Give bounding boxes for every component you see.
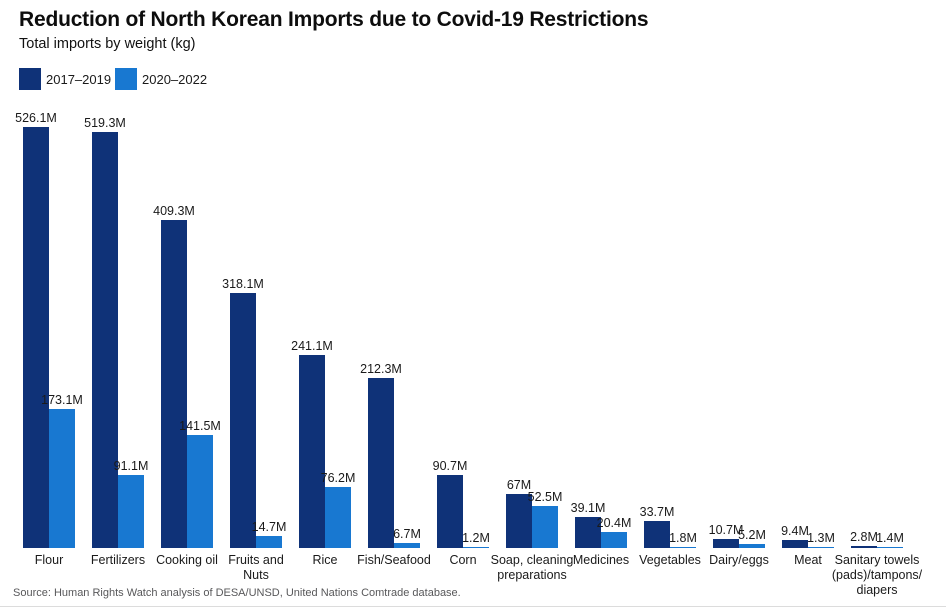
bar-2017-2019 <box>644 521 670 548</box>
bar-2017-2019 <box>575 517 601 548</box>
bar-2020-2022 <box>118 475 144 548</box>
bar-2020-2022 <box>601 532 627 548</box>
legend-item-2017-2019: 2017–2019 <box>19 68 111 90</box>
value-label-2020-2022: 1.3M <box>807 531 835 545</box>
legend-swatch-2020-2022 <box>115 68 137 90</box>
bar-2020-2022 <box>49 409 75 548</box>
value-label-2017-2019: 9.4M <box>781 524 809 538</box>
bar-2020-2022 <box>187 435 213 548</box>
value-label-2017-2019: 318.1M <box>222 277 264 291</box>
category-label: Fish/Seafood <box>357 553 431 567</box>
bar-2020-2022 <box>670 547 696 548</box>
value-label-2017-2019: 409.3M <box>153 204 195 218</box>
bottom-divider <box>0 606 946 607</box>
value-label-2020-2022: 141.5M <box>179 419 221 433</box>
category-label: Flour <box>34 553 64 567</box>
category-label: Cooking oil <box>156 553 218 567</box>
bar-2020-2022 <box>325 487 351 548</box>
bar-2017-2019 <box>782 540 808 548</box>
bar-2020-2022 <box>877 547 903 548</box>
bar-2017-2019 <box>437 475 463 548</box>
category-label: Fruits and Nuts <box>228 553 284 582</box>
value-label-2017-2019: 39.1M <box>570 501 606 515</box>
value-label-2017-2019: 33.7M <box>639 505 675 519</box>
value-label-2017-2019: 2.8M <box>850 530 878 544</box>
value-label-2017-2019: 90.7M <box>432 459 468 473</box>
legend-label-2017-2019: 2017–2019 <box>46 71 112 87</box>
bar-2017-2019 <box>506 494 532 548</box>
value-label-2017-2019: 241.1M <box>291 339 333 353</box>
bar-2017-2019 <box>161 220 187 548</box>
chart-subtitle: Total imports by weight (kg) <box>19 36 196 52</box>
value-label-2020-2022: 6.7M <box>393 527 421 541</box>
value-label-2020-2022: 20.4M <box>596 516 632 530</box>
value-label-2020-2022: 76.2M <box>320 471 356 485</box>
legend-item-2020-2022: 2020–2022 <box>115 68 207 90</box>
value-label-2017-2019: 526.1M <box>15 111 57 125</box>
value-label-2020-2022: 91.1M <box>113 459 149 473</box>
bar-2017-2019 <box>368 378 394 548</box>
category-label: Sanitary towels (pads)/tampons/ diapers <box>831 553 923 597</box>
value-label-2017-2019: 67M <box>506 478 532 492</box>
value-label-2020-2022: 1.2M <box>462 531 490 545</box>
legend-swatch-2017-2019 <box>19 68 41 90</box>
bar-2017-2019 <box>23 127 49 548</box>
bar-2020-2022 <box>463 547 489 548</box>
category-label: Medicines <box>572 553 630 567</box>
bar-2020-2022 <box>532 506 558 548</box>
value-label-2020-2022: 52.5M <box>527 490 563 504</box>
value-label-2020-2022: 1.8M <box>669 531 697 545</box>
bar-2017-2019 <box>851 546 877 548</box>
category-label: Meat <box>794 553 822 567</box>
chart-title: Reduction of North Korean Imports due to… <box>19 8 649 31</box>
category-label: Dairy/eggs <box>709 553 769 567</box>
bar-2017-2019 <box>230 293 256 548</box>
source-attribution: Source: Human Rights Watch analysis of D… <box>13 587 461 599</box>
category-label: Fertilizers <box>90 553 146 567</box>
value-label-2020-2022: 5.2M <box>738 528 766 542</box>
legend-label-2020-2022: 2020–2022 <box>142 71 208 87</box>
bar-2017-2019 <box>713 539 739 548</box>
value-label-2020-2022: 1.4M <box>876 531 904 545</box>
category-label: Corn <box>449 553 477 567</box>
value-label-2017-2019: 212.3M <box>360 362 402 376</box>
category-label: Soap, cleaning preparations <box>490 553 574 582</box>
bar-2020-2022 <box>256 536 282 548</box>
bar-2020-2022 <box>394 543 420 548</box>
value-label-2020-2022: 14.7M <box>251 520 287 534</box>
bar-2020-2022 <box>739 544 765 548</box>
bar-2017-2019 <box>92 132 118 548</box>
bar-2020-2022 <box>808 547 834 548</box>
value-label-2020-2022: 173.1M <box>41 393 83 407</box>
bar-2017-2019 <box>299 355 325 548</box>
category-label: Vegetables <box>639 553 701 567</box>
value-label-2017-2019: 519.3M <box>84 116 126 130</box>
category-label: Rice <box>312 553 338 567</box>
value-label-2017-2019: 10.7M <box>708 523 744 537</box>
